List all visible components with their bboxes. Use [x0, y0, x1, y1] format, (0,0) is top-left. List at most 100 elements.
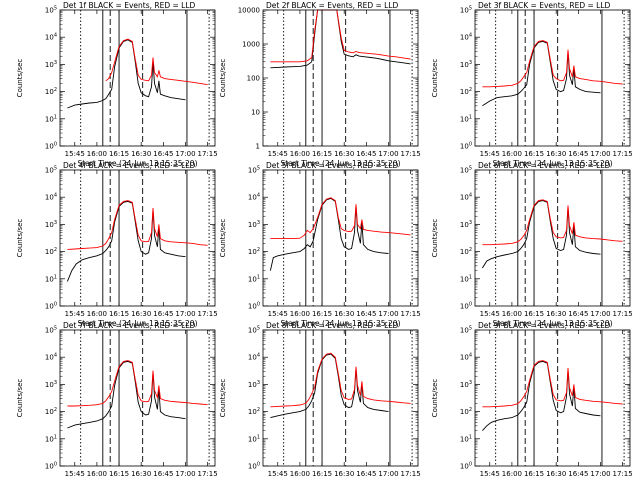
- x-tick-label: 16:00: [87, 150, 107, 158]
- plot-frame: [59, 329, 216, 467]
- x-tick-label: 16:30: [131, 470, 151, 478]
- events-series-line: [482, 200, 601, 269]
- y-tick-label: 101: [45, 114, 57, 123]
- x-tick-label: 16:00: [87, 470, 107, 478]
- y-tick-label: 100: [247, 75, 260, 83]
- y-tick-label: 101: [45, 274, 57, 283]
- plot-frame: [262, 9, 419, 147]
- x-tick-label: 16:00: [502, 310, 522, 318]
- x-tick-label: 15:45: [268, 150, 288, 158]
- detector-panel: Det 4f BLACK = Events, RED = LLD 15:45 16:…: [16, 161, 218, 328]
- x-tick-label: 16:15: [312, 150, 332, 158]
- y-tick-label: 10: [251, 109, 260, 117]
- x-tick-label: 15:45: [480, 470, 500, 478]
- panel-title: Det 8f BLACK = Events, RED = LLD: [266, 321, 399, 330]
- lld-series-line: [482, 360, 623, 408]
- y-tick-label: 104: [45, 193, 57, 202]
- lld-series-line: [67, 360, 208, 407]
- y-tick-label: 102: [45, 247, 57, 256]
- lld-series-line: [105, 38, 208, 86]
- plot-frame: [474, 169, 631, 307]
- events-series-line: [270, 9, 411, 69]
- y-tick-label: 104: [460, 353, 472, 362]
- events-series-line: [269, 197, 389, 271]
- x-axis-label: Start Time (24-Jun-13 15:35:20): [78, 159, 198, 168]
- x-tick-label: 16:15: [109, 310, 129, 318]
- x-tick-label: 16:00: [502, 150, 522, 158]
- x-tick-label: 16:45: [568, 470, 588, 478]
- x-tick-label: 16:00: [502, 470, 522, 478]
- y-axis-label: Counts/sec: [16, 379, 24, 418]
- y-tick-label: 101: [248, 434, 260, 443]
- panel-title: Det 3f BLACK = Events, RED = LLD: [478, 1, 611, 10]
- y-tick-label: 104: [248, 353, 260, 362]
- y-tick-label: 105: [45, 6, 57, 15]
- y-tick-label: 102: [460, 407, 472, 416]
- x-tick-label: 17:15: [401, 470, 421, 478]
- lld-series-line: [67, 200, 208, 250]
- y-tick-label: 102: [248, 247, 260, 256]
- plot-frame: [59, 169, 216, 307]
- y-tick-label: 104: [460, 33, 472, 42]
- plot-frame: [59, 9, 216, 147]
- x-tick-label: 17:15: [401, 150, 421, 158]
- x-tick-label: 16:30: [546, 150, 566, 158]
- x-tick-label: 16:15: [109, 150, 129, 158]
- lld-series-line: [482, 199, 623, 246]
- y-tick-label: 102: [460, 87, 472, 96]
- x-tick-label: 16:00: [290, 470, 310, 478]
- y-tick-label: 103: [248, 220, 260, 229]
- y-axis-label: Counts/sec: [219, 219, 227, 258]
- lld-series-line: [270, 9, 411, 63]
- y-tick-label: 102: [45, 87, 57, 96]
- panel-title: Det 6f BLACK = Events, RED = LLD: [478, 161, 611, 170]
- panel-title: Det 4f BLACK = Events, RED = LLD: [63, 161, 196, 170]
- x-axis-label: Start Time (24-Jun-13 15:35:20): [281, 159, 401, 168]
- x-tick-label: 16:45: [153, 470, 173, 478]
- x-tick-label: 15:45: [65, 310, 85, 318]
- x-tick-label: 16:15: [524, 310, 544, 318]
- y-tick-label: 105: [248, 326, 260, 335]
- y-tick-label: 1: [256, 143, 260, 151]
- y-tick-label: 104: [460, 193, 472, 202]
- x-tick-label: 16:30: [334, 470, 354, 478]
- x-tick-label: 15:45: [480, 150, 500, 158]
- y-tick-label: 104: [45, 33, 57, 42]
- x-tick-label: 16:45: [568, 150, 588, 158]
- x-axis-label: Start Time (24-Jun-13 15:35:20): [281, 319, 401, 328]
- x-tick-label: 17:15: [198, 310, 218, 318]
- y-tick-label: 104: [248, 193, 260, 202]
- plot-frame: [474, 329, 631, 467]
- x-tick-label: 16:45: [153, 150, 173, 158]
- x-tick-label: 16:15: [109, 470, 129, 478]
- events-series-line: [482, 40, 601, 107]
- x-tick-label: 17:00: [175, 470, 195, 478]
- y-axis-label: Counts/sec: [219, 379, 227, 418]
- x-tick-label: 15:45: [65, 470, 85, 478]
- x-tick-label: 17:00: [175, 150, 195, 158]
- y-tick-label: 104: [45, 353, 57, 362]
- x-tick-label: 17:00: [378, 150, 398, 158]
- x-tick-label: 16:00: [290, 310, 310, 318]
- x-tick-label: 17:00: [590, 470, 610, 478]
- x-tick-label: 17:15: [198, 470, 218, 478]
- panel-title: Det 9f BLACK = Events, RED = LLD: [478, 321, 611, 330]
- x-tick-label: 17:00: [590, 310, 610, 318]
- y-tick-label: 1000: [242, 41, 260, 49]
- y-tick-label: 100: [248, 462, 260, 471]
- x-tick-label: 15:45: [65, 150, 85, 158]
- y-tick-label: 105: [248, 166, 260, 175]
- plot-frame: [262, 329, 419, 467]
- panel-title: Det 1f BLACK = Events, RED = LLD: [63, 1, 196, 10]
- y-axis-label: Counts/sec: [219, 59, 227, 98]
- y-axis-label: Counts/sec: [431, 379, 439, 418]
- x-tick-label: 16:15: [524, 150, 544, 158]
- x-tick-label: 16:15: [524, 470, 544, 478]
- y-tick-label: 101: [460, 434, 472, 443]
- x-tick-label: 16:45: [356, 470, 376, 478]
